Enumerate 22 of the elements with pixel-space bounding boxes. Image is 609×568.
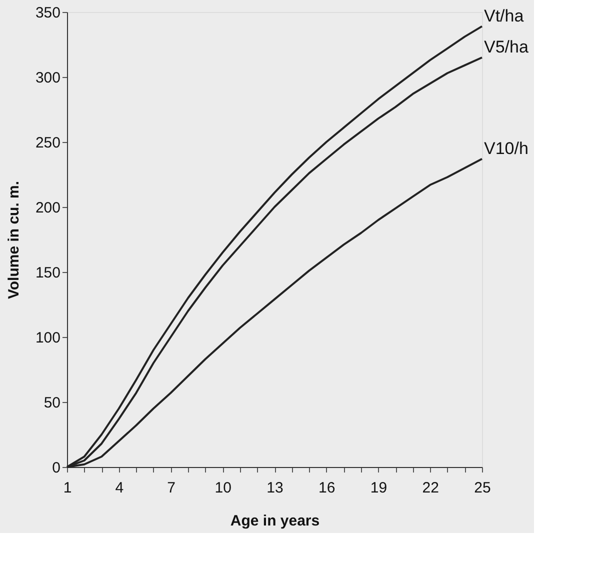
- y-tick-label: 200: [35, 200, 60, 216]
- x-tick-label: 25: [474, 480, 491, 496]
- x-tick-label: 7: [167, 480, 176, 496]
- x-axis-title: Age in years: [230, 512, 320, 530]
- y-tick-label: 0: [52, 460, 60, 476]
- y-tick-label: 50: [44, 394, 60, 412]
- series-label: V10/h: [484, 138, 528, 158]
- x-tick-label: 4: [115, 480, 124, 496]
- y-tick-label: 150: [35, 264, 60, 282]
- y-tick-label: 350: [35, 4, 60, 22]
- x-tick-label: 1: [63, 480, 72, 496]
- y-tick-label: 250: [35, 134, 60, 152]
- y-tick-label: 300: [35, 70, 60, 86]
- x-tick-label: 19: [370, 480, 388, 496]
- y-axis-title: Volume in cu. m.: [5, 180, 22, 300]
- series-label: V5/ha: [484, 38, 529, 56]
- series-label: Vt/ha: [484, 6, 524, 26]
- y-tick-label: 100: [35, 330, 60, 346]
- x-tick-label: 10: [214, 480, 232, 496]
- x-tick-label: 22: [422, 480, 439, 496]
- x-tick-label: 16: [318, 480, 336, 496]
- x-tick-label: 13: [266, 480, 284, 496]
